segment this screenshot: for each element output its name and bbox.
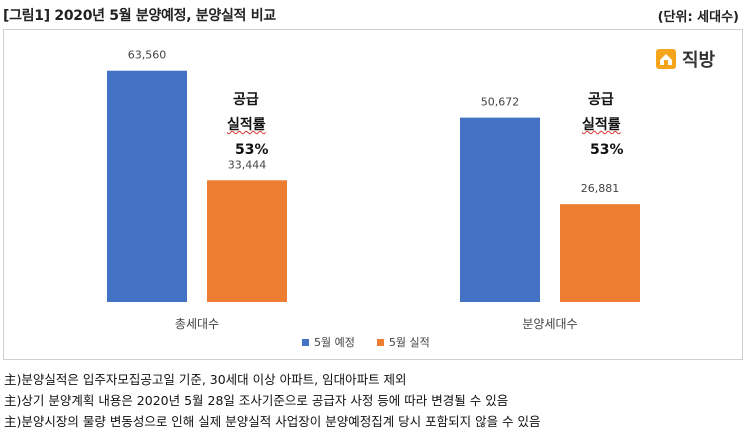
footnote-3: 主)분양시장의 물량 변동성으로 인해 실제 분양실적 사업장이 분양예정집계 … <box>4 414 541 429</box>
header: [그림1] 2020년 5월 분양예정, 분양실적 비교 (단위: 세대수) <box>0 0 745 28</box>
bar-planned <box>460 117 540 302</box>
bar-actual <box>207 180 287 302</box>
annotation-sale-line1: 공급 <box>588 92 614 108</box>
footnotes: 主)분양실적은 입주자모집공고일 기준, 30세대 이상 아파트, 임대아파트 … <box>4 369 541 432</box>
annotation-total: 공급 실적률 53% <box>227 88 269 163</box>
category-label: 총세대수 <box>175 317 219 331</box>
annotation-total-line1: 공급 <box>233 92 259 108</box>
legend-swatch-actual <box>376 338 384 346</box>
category-label: 분양세대수 <box>522 317 577 331</box>
bar-chart: 총세대수 분양세대수 63,560 50,672 33,444 26,881 <box>107 49 640 331</box>
figure-title: [그림1] 2020년 5월 분양예정, 분양실적 비교 <box>3 8 276 24</box>
house-icon <box>655 48 677 70</box>
logo-text: 직방 <box>682 50 716 71</box>
footnote-2: 主)상기 분양계획 내용은 2020년 5월 28일 조사기준으로 공급자 사정… <box>4 393 509 408</box>
data-label: 33,444 <box>228 158 267 171</box>
legend-label-actual: 5월 실적 <box>388 336 430 349</box>
legend-swatch-planned <box>302 338 309 346</box>
annotation-sale: 공급 실적률 53% <box>582 88 624 163</box>
chart-frame <box>3 29 743 360</box>
legend: 5월 예정 5월 실적 <box>302 334 430 350</box>
zigbang-logo: 직방 <box>655 46 733 72</box>
data-label: 50,672 <box>481 96 520 109</box>
bar-actual <box>560 204 640 302</box>
unit-label: (단위: 세대수) <box>657 10 739 25</box>
data-label: 63,560 <box>128 49 167 62</box>
legend-label-planned: 5월 예정 <box>314 336 355 349</box>
bar-planned <box>107 70 187 302</box>
annotation-sale-line2: 실적률 <box>582 117 621 133</box>
annotation-sale-line3: 53% <box>590 142 624 158</box>
data-label: 26,881 <box>581 182 620 195</box>
footnote-1: 主)분양실적은 입주자모집공고일 기준, 30세대 이상 아파트, 임대아파트 … <box>4 372 407 387</box>
annotation-total-line2: 실적률 <box>227 117 266 133</box>
annotation-total-line3: 53% <box>235 142 269 158</box>
